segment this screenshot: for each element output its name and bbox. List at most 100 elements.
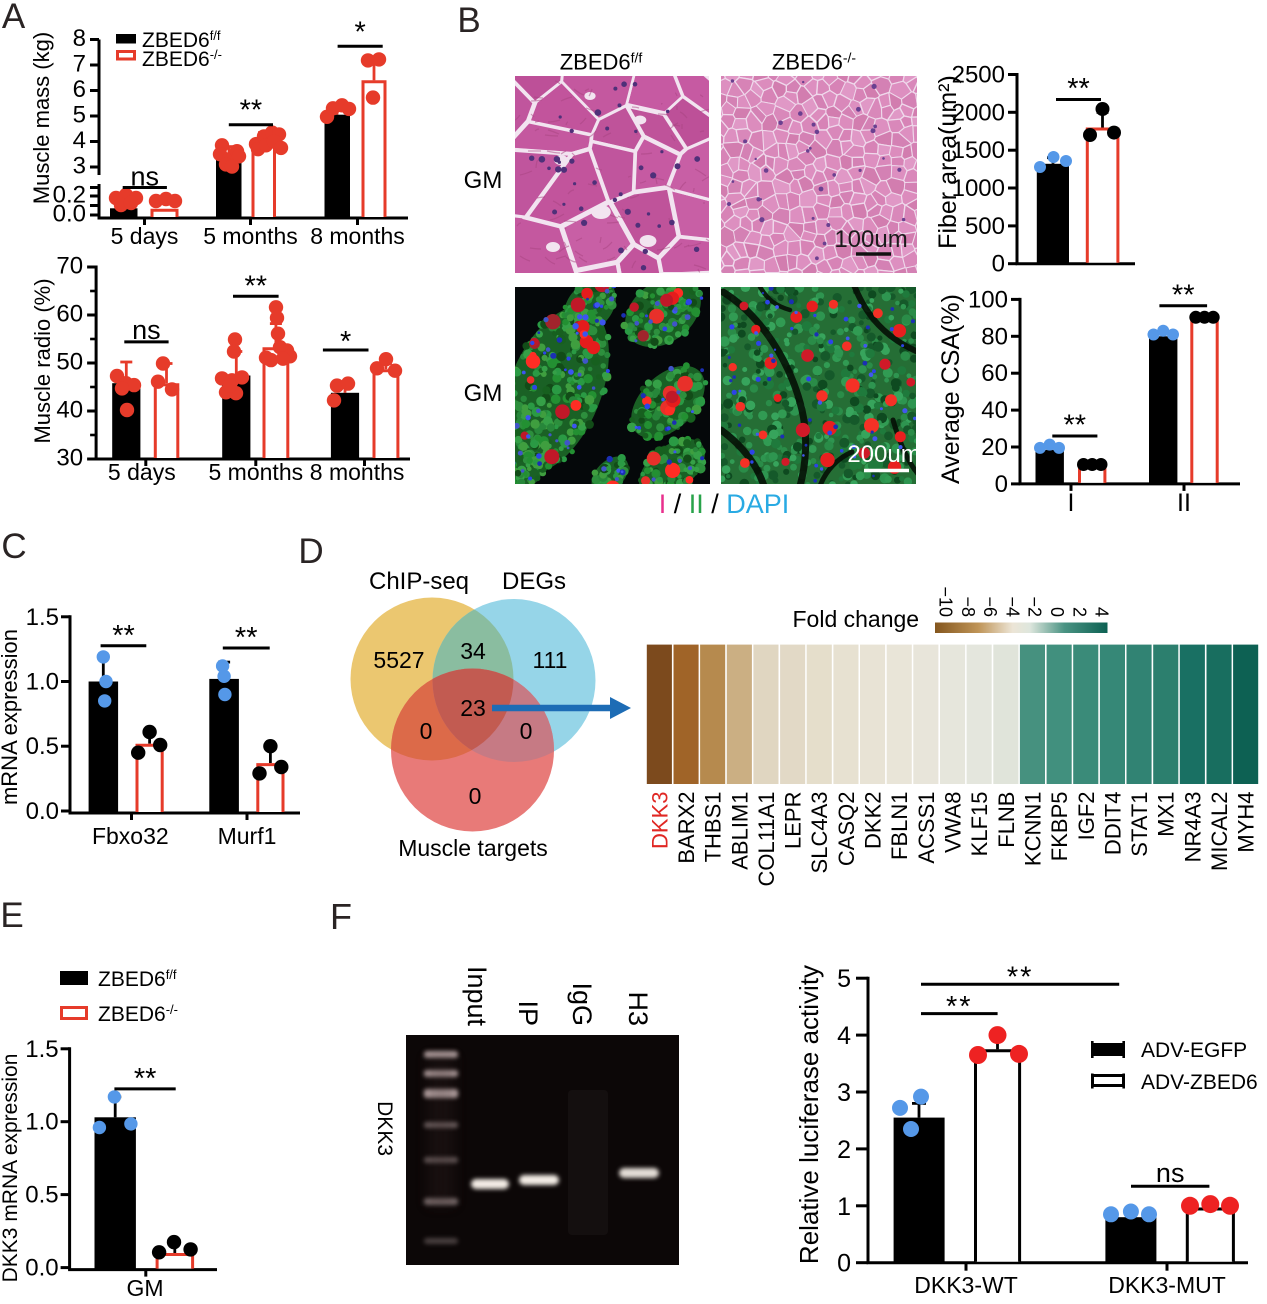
- svg-text:mRNA expression: mRNA expression: [0, 629, 22, 805]
- svg-text:0.5: 0.5: [25, 1182, 58, 1209]
- svg-text:1: 1: [837, 1193, 851, 1221]
- svg-text:−2: −2: [1025, 596, 1045, 617]
- svg-text:0.5: 0.5: [26, 733, 59, 760]
- svg-text:0.2: 0.2: [53, 182, 86, 209]
- svg-text:E: E: [0, 896, 23, 935]
- svg-text:0: 0: [995, 471, 1008, 498]
- svg-text:CASQ2: CASQ2: [834, 792, 859, 867]
- svg-text:DKK3: DKK3: [647, 792, 672, 849]
- svg-text:MYH4: MYH4: [1234, 792, 1259, 853]
- svg-text:MX1: MX1: [1154, 792, 1179, 837]
- svg-text:ZBED6f/f: ZBED6f/f: [560, 50, 643, 75]
- svg-text:ChIP-seq: ChIP-seq: [369, 568, 469, 595]
- svg-text:0: 0: [837, 1250, 851, 1278]
- svg-text:70: 70: [56, 253, 83, 280]
- svg-text:Muscle mass (kg): Muscle mass (kg): [29, 32, 54, 204]
- svg-text:LEPR: LEPR: [781, 792, 806, 849]
- svg-text:COL11A1: COL11A1: [754, 792, 779, 887]
- svg-text:7: 7: [73, 51, 86, 78]
- svg-text:0: 0: [520, 718, 533, 744]
- svg-text:BARX2: BARX2: [674, 792, 699, 864]
- svg-text:0.0: 0.0: [53, 201, 86, 228]
- svg-text:−4: −4: [1002, 596, 1022, 617]
- svg-text:6: 6: [73, 76, 86, 103]
- svg-text:DEGs: DEGs: [502, 568, 566, 595]
- svg-text:A: A: [2, 0, 26, 36]
- svg-text:5: 5: [837, 965, 851, 993]
- svg-text:50: 50: [56, 349, 83, 376]
- svg-text:FKBP5: FKBP5: [1047, 792, 1072, 862]
- svg-text:80: 80: [981, 323, 1008, 350]
- svg-text:DKK3 mRNA expression: DKK3 mRNA expression: [0, 1054, 22, 1283]
- svg-text:Input: Input: [462, 966, 492, 1027]
- svg-text:**: **: [1007, 962, 1034, 994]
- svg-text:5 months: 5 months: [203, 223, 298, 249]
- svg-text:ABLIM1: ABLIM1: [727, 792, 752, 870]
- svg-text:F: F: [330, 896, 352, 937]
- svg-text:100um: 100um: [834, 226, 907, 253]
- svg-text:200um: 200um: [847, 441, 920, 468]
- svg-text:0.0: 0.0: [25, 1255, 58, 1282]
- svg-text:5 days: 5 days: [111, 223, 179, 249]
- svg-text:MICAL2: MICAL2: [1207, 792, 1232, 871]
- svg-text:8 months: 8 months: [310, 223, 405, 249]
- svg-text:ZBED6-/-: ZBED6-/-: [98, 1002, 178, 1026]
- svg-text:4: 4: [837, 1022, 851, 1050]
- svg-text:40: 40: [56, 397, 83, 424]
- svg-text:5 days: 5 days: [108, 459, 176, 485]
- svg-text:DKK3-MUT: DKK3-MUT: [1108, 1272, 1226, 1298]
- svg-text:60: 60: [56, 301, 83, 328]
- svg-text:ns: ns: [132, 315, 161, 345]
- svg-text:23: 23: [460, 695, 486, 721]
- svg-text:STAT1: STAT1: [1127, 792, 1152, 857]
- svg-text:1.0: 1.0: [25, 1109, 58, 1136]
- svg-text:8 months: 8 months: [310, 459, 405, 485]
- svg-text:**: **: [1064, 410, 1087, 442]
- svg-text:4: 4: [1092, 607, 1112, 617]
- svg-text:**: **: [112, 620, 135, 652]
- svg-text:DKK3: DKK3: [373, 1101, 396, 1156]
- svg-text:II: II: [1177, 489, 1191, 517]
- svg-text:**: **: [240, 95, 263, 127]
- svg-text:KLF15: KLF15: [967, 792, 992, 857]
- svg-text:D: D: [298, 532, 323, 571]
- svg-text:2500: 2500: [952, 62, 1005, 89]
- svg-text:ZBED6-/-: ZBED6-/-: [142, 47, 222, 71]
- svg-text:I / II / DAPI: I / II / DAPI: [659, 489, 790, 519]
- svg-text:Fbxo32: Fbxo32: [92, 823, 169, 849]
- svg-text:34: 34: [460, 638, 486, 664]
- svg-text:ADV-EGFP: ADV-EGFP: [1141, 1039, 1247, 1062]
- svg-text:ZBED6f/f: ZBED6f/f: [142, 28, 221, 52]
- svg-text:30: 30: [56, 445, 83, 472]
- svg-text:DKK2: DKK2: [861, 792, 886, 849]
- svg-text:111: 111: [533, 647, 568, 673]
- svg-text:DDIT4: DDIT4: [1100, 792, 1125, 856]
- svg-text:3: 3: [73, 153, 86, 180]
- svg-text:0: 0: [992, 251, 1005, 278]
- svg-text:IgG: IgG: [567, 982, 597, 1026]
- svg-text:0: 0: [469, 783, 482, 809]
- svg-text:THBS1: THBS1: [701, 792, 726, 863]
- svg-text:IGF2: IGF2: [1074, 792, 1099, 841]
- svg-text:Fold change: Fold change: [793, 606, 920, 632]
- svg-text:40: 40: [981, 397, 1008, 424]
- svg-text:GM: GM: [464, 167, 503, 194]
- svg-text:1000: 1000: [952, 175, 1005, 202]
- svg-text:I: I: [1068, 489, 1075, 517]
- svg-text:20: 20: [981, 434, 1008, 461]
- svg-text:Relative luciferase activity: Relative luciferase activity: [794, 965, 824, 1264]
- svg-text:4: 4: [73, 127, 86, 154]
- svg-text:ACSS1: ACSS1: [914, 792, 939, 864]
- svg-text:ns: ns: [131, 162, 160, 192]
- svg-text:IP: IP: [513, 1000, 543, 1026]
- svg-text:VWA8: VWA8: [941, 792, 966, 854]
- svg-text:Murf1: Murf1: [218, 823, 277, 849]
- svg-text:ns: ns: [1156, 1158, 1185, 1188]
- svg-text:2: 2: [1069, 607, 1089, 617]
- svg-text:**: **: [134, 1063, 157, 1095]
- svg-text:1.5: 1.5: [25, 1036, 58, 1063]
- svg-text:C: C: [1, 527, 26, 566]
- svg-text:*: *: [340, 326, 351, 358]
- svg-text:**: **: [946, 991, 973, 1023]
- svg-text:8: 8: [73, 25, 86, 52]
